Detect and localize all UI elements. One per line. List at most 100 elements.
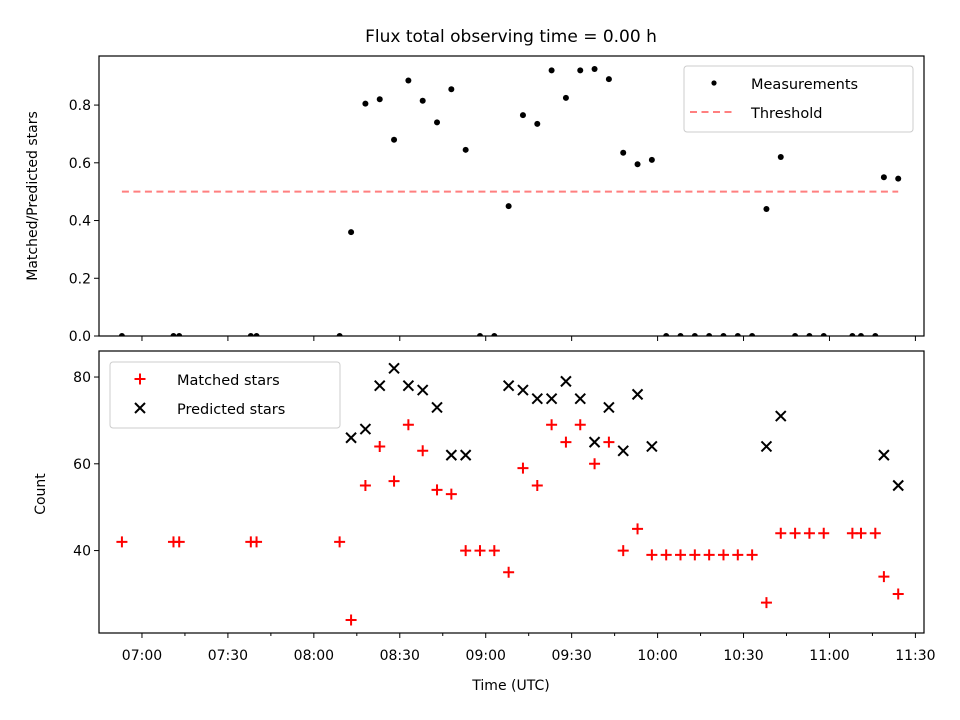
measurement-point	[548, 67, 555, 74]
legend-box	[109, 361, 341, 429]
matched-stars-point	[402, 419, 414, 431]
matched-stars-point	[746, 549, 758, 561]
bottom-x-axis: 07:00 07:30 08:00 08:30 09:00 09:30 10:00 10:30…	[122, 633, 936, 664]
measurement-point	[118, 333, 125, 336]
matched-stars-point	[732, 549, 744, 561]
matched-stars-point	[878, 571, 890, 583]
top-plot-area	[118, 65, 902, 336]
matched-stars-point	[660, 549, 672, 561]
predicted-stars-point	[574, 393, 586, 405]
predicted-stars-point	[892, 479, 904, 492]
matched-stars-point	[431, 484, 443, 496]
matched-stars-point	[445, 488, 457, 500]
matched-stars-point	[632, 523, 644, 535]
measurement-point	[792, 333, 799, 336]
predicted-stars-point	[531, 393, 543, 405]
x-tick-label: 08:00	[294, 648, 334, 664]
figure-title: Flux total observing time = 0.00 h	[365, 27, 657, 47]
x-tick-label: 09:30	[551, 648, 591, 664]
matched-stars-point	[789, 527, 801, 539]
measurement-point	[253, 333, 260, 336]
y-tick-label: 80	[73, 370, 91, 386]
matched-stars-point	[869, 527, 881, 539]
matched-stars-point	[503, 566, 515, 578]
measurement-point	[895, 175, 902, 182]
bottom-y-axis-label: Count	[33, 473, 49, 515]
matched-stars-point	[460, 545, 472, 557]
predicted-stars-point	[345, 432, 357, 444]
bottom-marks	[116, 362, 904, 626]
x-tick-label: 07:30	[208, 648, 248, 664]
y-tick-label: 0.4	[69, 214, 91, 230]
measurement-legend-marker	[711, 80, 717, 86]
matched-stars-point	[116, 536, 128, 548]
legend-label: Threshold	[750, 106, 822, 122]
measurement-point	[391, 136, 398, 143]
predicted-stars-point	[416, 384, 429, 396]
measurement-point	[462, 146, 469, 153]
matched-stars-legend-marker	[134, 373, 146, 385]
measurement-point	[691, 333, 698, 336]
matched-stars-point	[474, 545, 486, 557]
predicted-stars-point	[374, 380, 386, 392]
bottom-plot-frame	[98, 350, 925, 634]
predicted-stars-point	[402, 380, 415, 392]
legend-box	[683, 65, 914, 133]
matched-stars-point	[517, 462, 529, 474]
matched-stars-point	[251, 536, 263, 548]
top-y-axis: 0.0 0.2 0.4 0.6 0.8	[69, 98, 99, 345]
measurement-point	[880, 174, 887, 181]
measurement-point	[348, 229, 355, 236]
matched-stars-point	[803, 527, 815, 539]
measurement-point	[405, 77, 412, 84]
matched-stars-point	[855, 527, 867, 539]
predicted-stars-point	[359, 423, 372, 435]
matched-stars-point	[560, 436, 572, 448]
x-tick-label: 07:00	[122, 648, 162, 664]
matched-stars-point	[374, 440, 386, 452]
measurement-point	[170, 333, 177, 336]
top-x-ticks	[141, 336, 916, 341]
matched-stars-point	[531, 479, 543, 491]
measurement-point	[362, 100, 369, 107]
measurement-point	[591, 65, 598, 72]
measurement-point	[820, 333, 827, 336]
y-tick-label: 0.2	[69, 271, 91, 287]
predicted-stars-point	[775, 410, 787, 422]
x-axis-label: Time (UTC)	[471, 678, 549, 694]
measurement-point	[777, 154, 784, 161]
measurement-point	[534, 120, 541, 127]
measurement-point	[419, 97, 426, 104]
measurement-point	[448, 86, 455, 93]
top-marks	[118, 65, 902, 336]
matched-stars-point	[703, 549, 715, 561]
measurement-point	[634, 161, 641, 168]
predicted-stars-point	[760, 440, 773, 453]
measurement-point	[491, 333, 498, 336]
matched-stars-point	[603, 436, 615, 448]
bottom-plot-area	[116, 362, 904, 626]
predicted-stars-point	[646, 440, 658, 453]
legend-label: Measurements	[751, 77, 858, 93]
measurement-point	[605, 76, 612, 83]
matched-stars-point	[617, 545, 629, 557]
x-tick-label: 10:00	[637, 648, 677, 664]
matched-stars-point	[417, 445, 429, 457]
x-tick-label: 10:30	[723, 648, 763, 664]
predicted-stars-point	[445, 449, 458, 461]
y-tick-label: 40	[73, 544, 91, 560]
measurement-point	[176, 333, 183, 336]
top-plot-panel: 0.00.20.40.60.8 Matched/Predicted stars …	[25, 55, 925, 345]
measurement-point	[376, 96, 383, 103]
matched-stars-point	[892, 588, 904, 600]
matched-stars-point	[589, 458, 601, 470]
matched-stars-point	[488, 545, 500, 557]
measurement-point	[806, 333, 813, 336]
measurement-point	[734, 333, 741, 336]
matched-stars-point	[345, 614, 357, 626]
y-tick-label: 0.6	[69, 156, 91, 172]
measurement-point	[519, 112, 526, 119]
measurement-point	[247, 333, 254, 336]
measurement-point	[872, 333, 879, 336]
